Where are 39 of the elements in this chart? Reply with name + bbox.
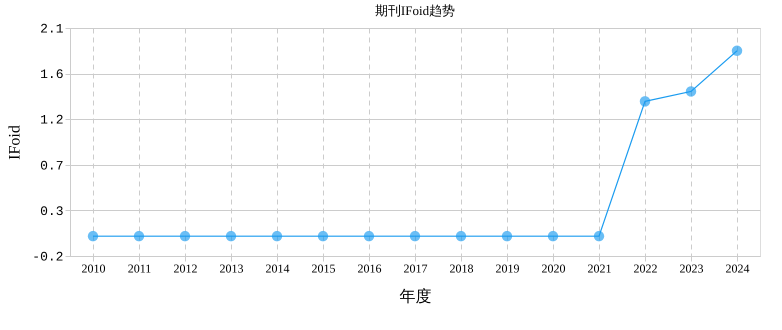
x-tick-label: 2021 [588,262,612,276]
point [732,46,742,56]
point [502,230,512,242]
x-tick-label: 2010 [82,262,106,276]
point [134,230,144,242]
y-tick-label: 0.3 [40,204,64,219]
x-tick-label: 2016 [358,262,382,276]
point [686,86,696,97]
x-tick-label: 2019 [496,262,520,276]
x-tick-label: 2012 [174,262,198,276]
y-tick-label: -0.2 [32,250,64,264]
point [180,230,190,242]
point [318,230,328,242]
point [364,230,374,242]
x-tick-label: 2011 [128,262,152,276]
point [640,96,650,107]
y-tick-label: 0.7 [40,158,64,174]
point [594,230,604,242]
x-tick-label: 2020 [542,262,566,276]
x-tick-label: 2014 [266,262,290,276]
y-tick-label: 2.1 [40,22,64,36]
x-tick-label: 2023 [680,262,704,276]
x-tick-label: 2018 [450,262,474,276]
y-axis-title: IFoid [6,125,24,160]
y-tick-label: 1.6 [40,67,64,82]
point [548,230,558,242]
x-tick-label: 2013 [220,262,244,276]
y-tick-label: 1.2 [40,112,64,128]
x-tick-label: 2024 [726,262,750,276]
chart-title: 期刊IFoid趋势 [374,3,456,18]
x-tick-label: 2022 [634,262,658,276]
point [410,230,420,242]
point [226,230,236,242]
point [272,230,282,242]
point [456,230,466,242]
x-tick-label: 2015 [312,262,336,276]
x-tick-label: 2017 [404,262,428,276]
x-axis-title: 年度 [400,288,432,306]
point [88,230,98,242]
